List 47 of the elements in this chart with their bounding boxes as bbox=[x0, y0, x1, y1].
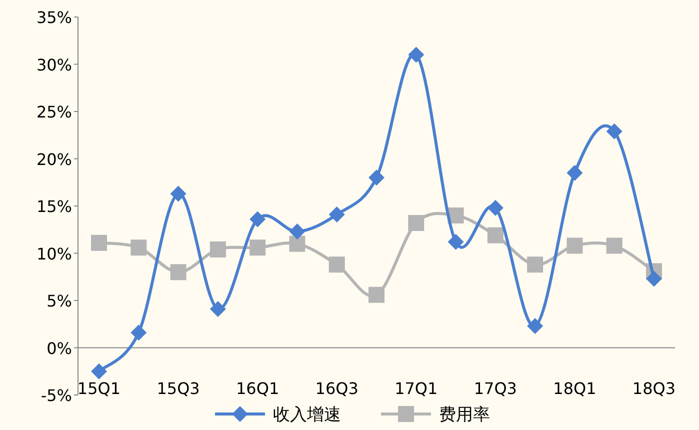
point bbox=[487, 227, 504, 244]
y-tick-label: 5% bbox=[46, 292, 72, 310]
x-tick-label: 15Q3 bbox=[156, 378, 200, 398]
point bbox=[130, 324, 147, 341]
x-tick-label: 18Q1 bbox=[553, 378, 596, 398]
point bbox=[250, 211, 266, 228]
point bbox=[368, 286, 384, 303]
point bbox=[408, 215, 424, 232]
y-tick-label: 10% bbox=[36, 244, 72, 264]
x-tick-label: 16Q3 bbox=[315, 378, 358, 398]
point bbox=[289, 236, 306, 252]
point bbox=[328, 206, 345, 223]
legend-label: 费用率 bbox=[439, 405, 490, 425]
x-tick-label: 17Q1 bbox=[394, 378, 438, 398]
point bbox=[448, 234, 464, 250]
x-tick-label: 17Q3 bbox=[474, 378, 517, 398]
point bbox=[646, 270, 662, 287]
y-tick-label: 35% bbox=[36, 8, 72, 27]
point bbox=[566, 238, 583, 254]
y-tick-label: 30% bbox=[36, 55, 72, 74]
point bbox=[170, 186, 186, 202]
point bbox=[210, 241, 226, 258]
x-tick-label: 16Q1 bbox=[236, 378, 280, 398]
point bbox=[170, 264, 186, 280]
point bbox=[250, 240, 266, 256]
y-tick-label: 15% bbox=[36, 197, 72, 216]
y-tick-label: -5% bbox=[40, 386, 72, 405]
point bbox=[289, 224, 306, 240]
point bbox=[566, 164, 583, 181]
point bbox=[368, 170, 384, 186]
point bbox=[328, 256, 345, 273]
point bbox=[408, 46, 424, 63]
point bbox=[91, 363, 107, 380]
x-tick-label: 15Q1 bbox=[77, 378, 121, 398]
point bbox=[487, 200, 504, 216]
point bbox=[91, 234, 107, 251]
point bbox=[606, 123, 622, 140]
y-tick-label: 20% bbox=[36, 150, 72, 169]
point bbox=[527, 256, 544, 273]
point bbox=[210, 301, 226, 318]
point bbox=[130, 240, 147, 256]
x-tick-label: 18Q3 bbox=[632, 378, 676, 398]
y-tick-label: 0% bbox=[46, 338, 72, 358]
point bbox=[606, 238, 622, 254]
point bbox=[527, 318, 544, 334]
y-tick-label: 25% bbox=[36, 102, 72, 122]
legend-label: 收入增速 bbox=[273, 405, 341, 425]
